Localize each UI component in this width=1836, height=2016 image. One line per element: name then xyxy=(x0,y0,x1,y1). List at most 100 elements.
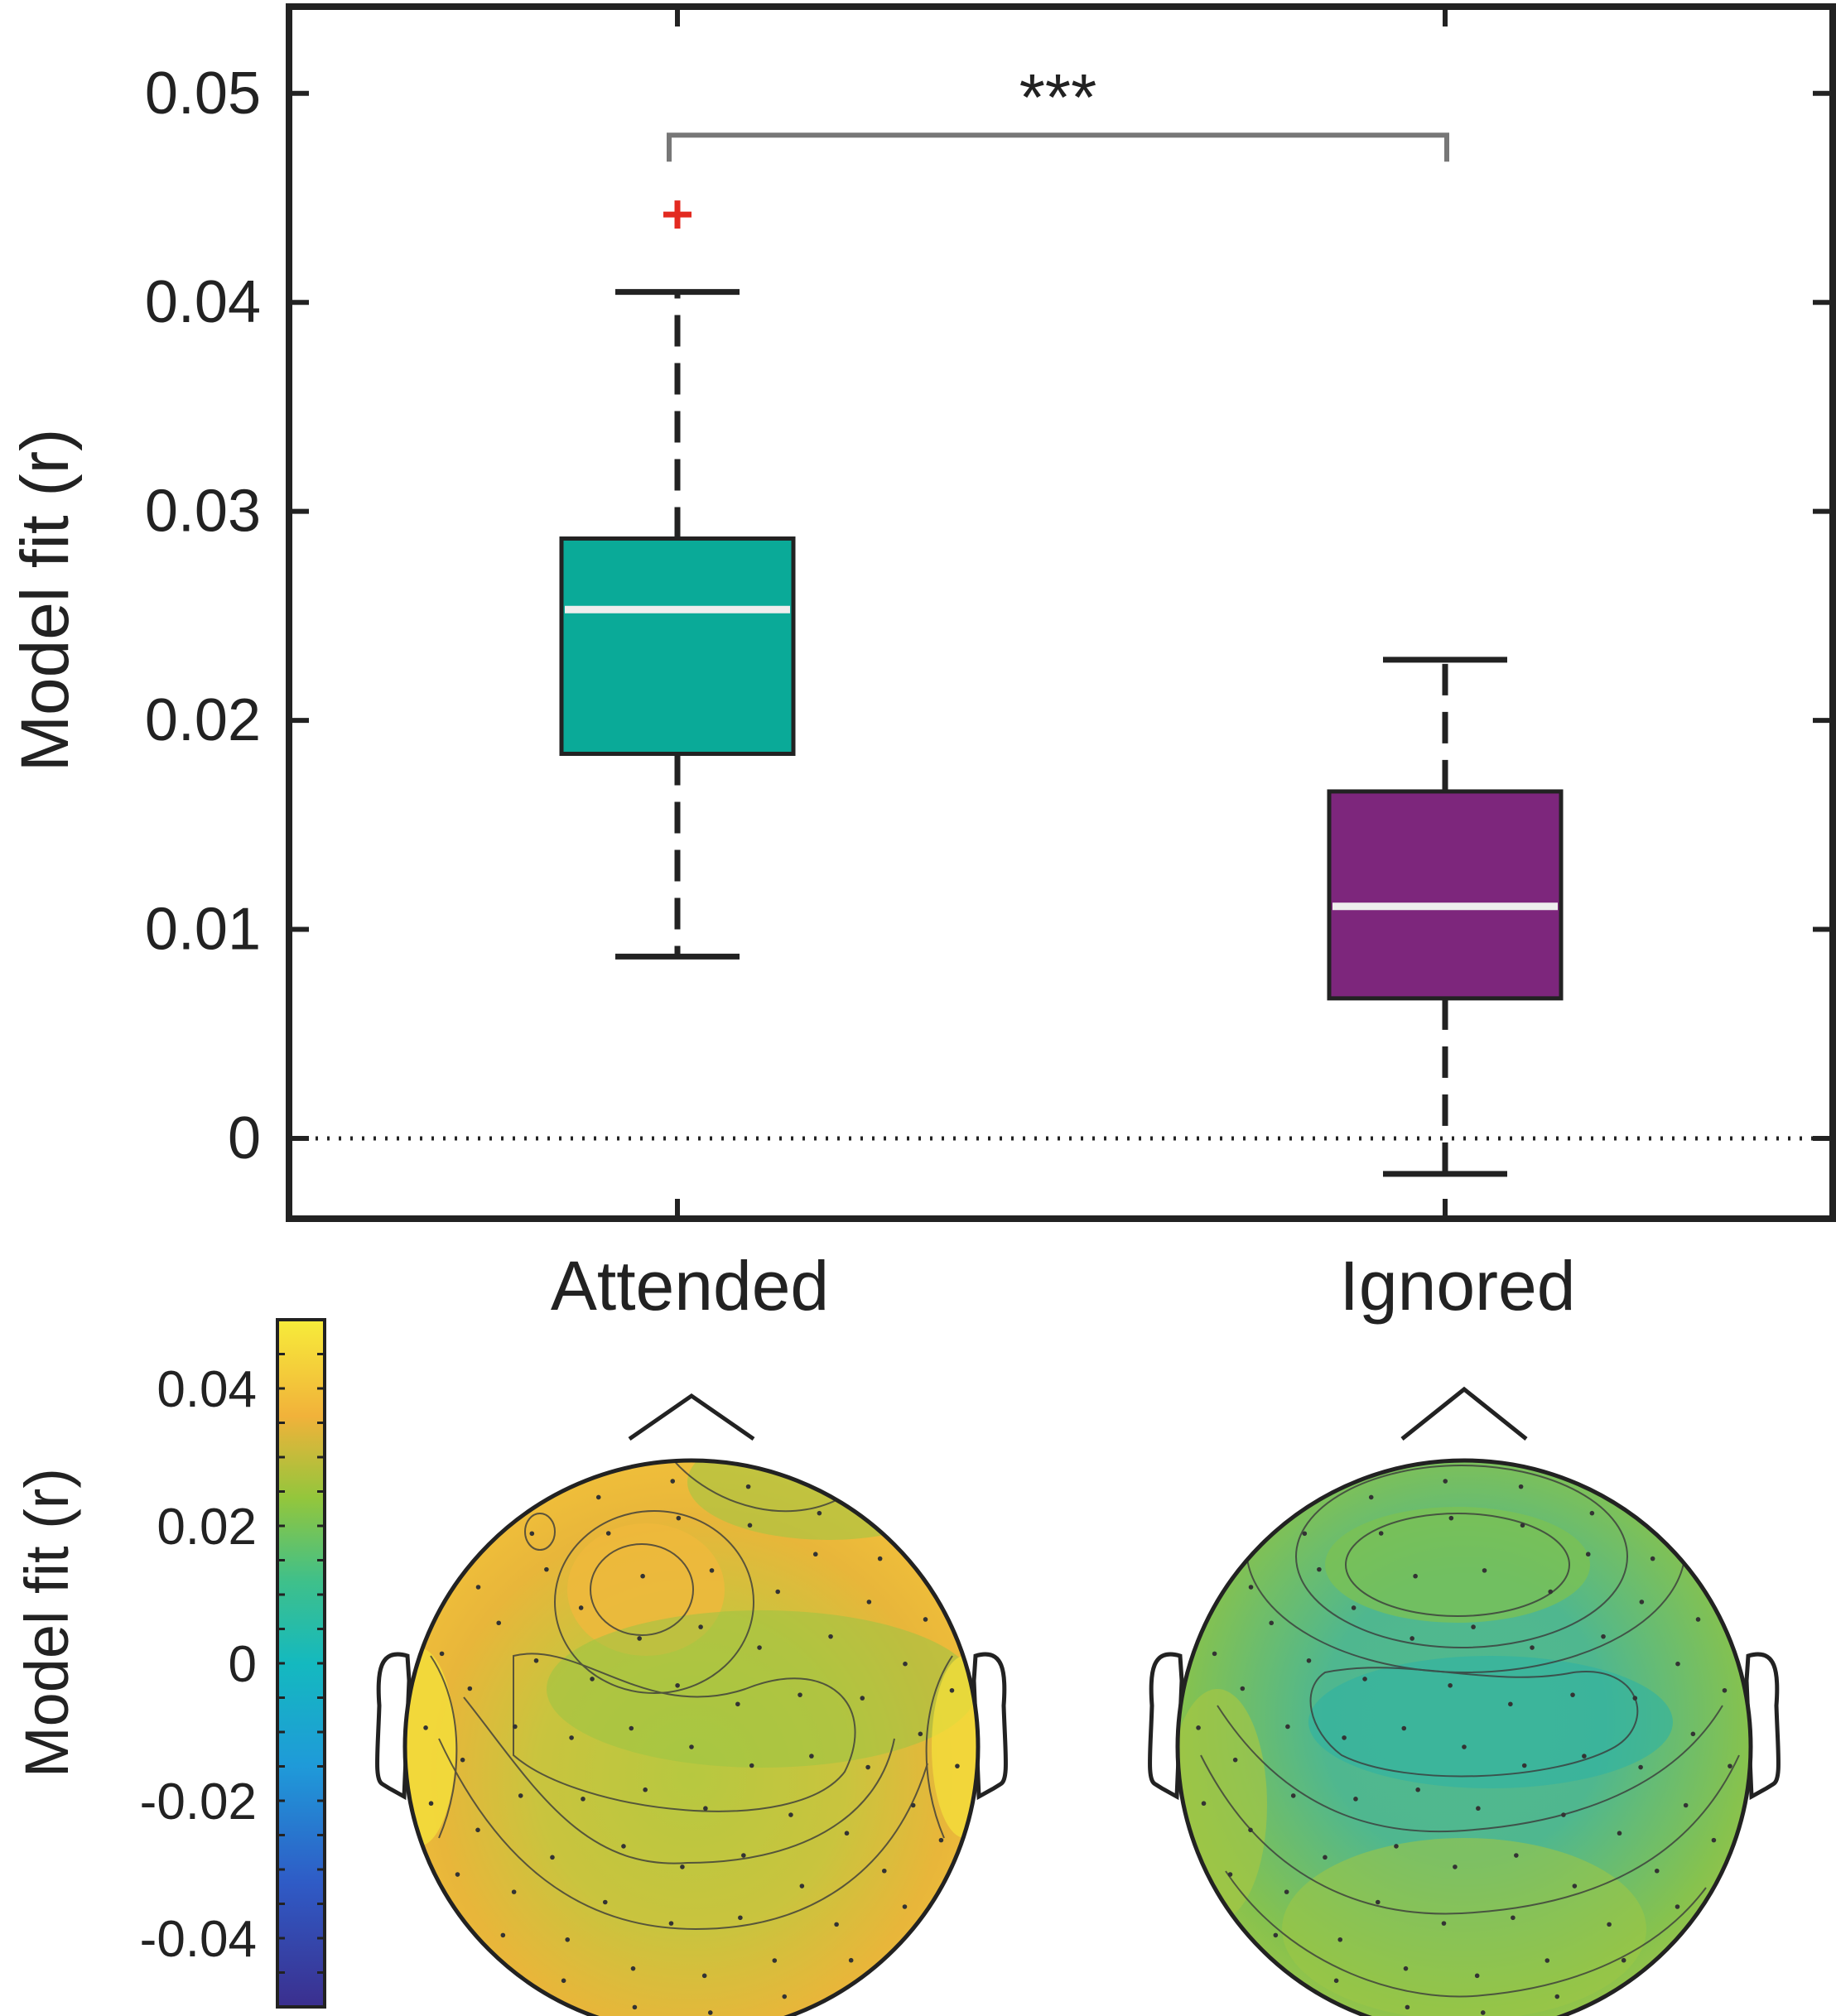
electrode-marker xyxy=(955,1763,960,1768)
electrode-marker xyxy=(1722,1687,1728,1693)
electrode-marker xyxy=(949,1687,955,1693)
y-tick-label: 0.05 xyxy=(145,60,261,127)
electrode-marker xyxy=(1448,1682,1453,1688)
left-ear-icon xyxy=(1148,1652,1184,1801)
electrode-marker xyxy=(1240,1686,1246,1691)
colorbar-tick-label: 0.02 xyxy=(157,1499,257,1556)
electrode-marker xyxy=(1650,1556,1655,1561)
plot-frame xyxy=(286,3,1836,1222)
electrode-marker xyxy=(1675,1661,1680,1667)
colorbar-tick-label: -0.02 xyxy=(140,1773,257,1831)
electrode-marker xyxy=(1690,1731,1696,1737)
electrode-marker xyxy=(1448,1515,1454,1521)
electrode-marker xyxy=(428,1801,434,1807)
electrode-marker xyxy=(1462,1744,1467,1749)
x-axis-ticks xyxy=(675,7,1448,1219)
electrode-marker xyxy=(735,1701,740,1707)
electrode-marker xyxy=(809,1754,814,1759)
colorbar: 0.04 0.02 0 -0.02 -0.04 Model fit (r) xyxy=(12,1318,326,2009)
electrode-marker xyxy=(1695,1617,1701,1622)
electrode-marker xyxy=(1368,1494,1374,1500)
electrode-marker xyxy=(1401,1725,1407,1731)
electrode-marker xyxy=(544,1566,549,1572)
electrode-marker xyxy=(1353,1797,1358,1802)
electrode-marker xyxy=(1212,1651,1217,1657)
electrode-marker xyxy=(848,1957,854,1963)
topomap-attended xyxy=(375,1393,1008,2016)
electrode-marker xyxy=(621,1844,626,1849)
electrode-marker xyxy=(1306,1658,1312,1663)
electrode-marker xyxy=(1453,1864,1458,1869)
electrode-marker xyxy=(828,1633,833,1639)
electrode-marker xyxy=(1403,1965,1409,1971)
colorbar-tick-label: -0.04 xyxy=(140,1911,257,1968)
electrode-marker xyxy=(798,1692,802,1697)
electrode-marker xyxy=(918,1731,923,1737)
electrode-marker xyxy=(1413,1573,1418,1579)
electrode-marker xyxy=(1570,1692,1575,1697)
electrode-marker xyxy=(1441,1921,1447,1926)
electrode-marker xyxy=(938,1837,944,1843)
electrode-marker xyxy=(1302,1531,1308,1537)
electrode-marker xyxy=(565,1937,571,1942)
electrode-marker xyxy=(1323,1855,1328,1860)
electrode-marker xyxy=(676,1515,682,1521)
electrode-marker xyxy=(496,1620,502,1626)
electrode-marker xyxy=(500,1932,506,1938)
y-tick-label: 0.01 xyxy=(145,897,261,963)
y-tick-label: 0.02 xyxy=(145,687,261,753)
electrode-marker xyxy=(630,1965,636,1971)
electrode-marker xyxy=(799,1884,805,1888)
electrode-marker xyxy=(812,1552,818,1557)
electrode-marker xyxy=(1638,1764,1643,1770)
electrode-marker xyxy=(595,1494,601,1500)
electrode-marker xyxy=(1269,1620,1275,1626)
electrode-marker xyxy=(455,1872,460,1877)
electrode-marker xyxy=(1607,1922,1612,1927)
boxes xyxy=(559,200,1564,1177)
electrode-marker xyxy=(1405,2004,1410,2010)
colorbar-tick-label: 0.04 xyxy=(157,1361,257,1418)
electrode-marker xyxy=(865,1764,870,1770)
electrode-marker xyxy=(637,1636,642,1641)
electrode-marker xyxy=(1285,1724,1290,1730)
electrode-marker xyxy=(529,1531,535,1537)
electrode-marker xyxy=(590,1677,595,1682)
electrode-marker xyxy=(578,1605,584,1610)
y-axis-tick-labels: 0 0.01 0.02 0.03 0.04 0.05 xyxy=(145,60,261,1172)
electrode-marker xyxy=(629,1725,634,1731)
electrode-marker xyxy=(1232,1757,1238,1763)
electrode-marker xyxy=(689,1744,694,1749)
electrode-marker xyxy=(881,1868,887,1874)
electrode-marker xyxy=(605,1531,611,1536)
y-tick-label: 0.03 xyxy=(145,479,261,545)
y-axis-ticks xyxy=(289,90,1833,1141)
x-axis-tick-labels: Attended Ignored xyxy=(551,1247,1576,1325)
electrode-marker xyxy=(1585,1552,1591,1557)
electrode-marker xyxy=(1572,1884,1578,1888)
electrode-marker xyxy=(518,1793,523,1798)
electrode-marker xyxy=(860,1696,865,1701)
electrode-marker xyxy=(1474,1973,1480,1979)
colorbar-label: Model fit (r) xyxy=(12,1468,81,1778)
electrode-marker xyxy=(1351,1605,1357,1610)
electrode-marker xyxy=(1248,1585,1254,1590)
electrode-marker xyxy=(1362,1677,1367,1682)
electrode-marker xyxy=(668,1921,674,1926)
electrode-marker xyxy=(1476,1806,1481,1812)
electrode-marker xyxy=(1521,1763,1527,1768)
electrode-marker xyxy=(670,1479,676,1484)
electrode-marker xyxy=(1675,1904,1680,1909)
electrode-marker xyxy=(640,1573,645,1579)
electrode-marker xyxy=(877,1556,883,1561)
electrode-marker xyxy=(550,1855,555,1860)
electrode-marker xyxy=(757,1645,762,1650)
electrode-marker xyxy=(1196,1725,1201,1730)
electrode-marker xyxy=(1337,1937,1343,1942)
electrode-marker xyxy=(1284,1889,1289,1894)
electrode-marker xyxy=(1317,1566,1322,1572)
electrode-marker xyxy=(1518,1484,1524,1489)
electrode-marker xyxy=(817,1510,822,1516)
electrode-marker xyxy=(1394,1844,1399,1849)
